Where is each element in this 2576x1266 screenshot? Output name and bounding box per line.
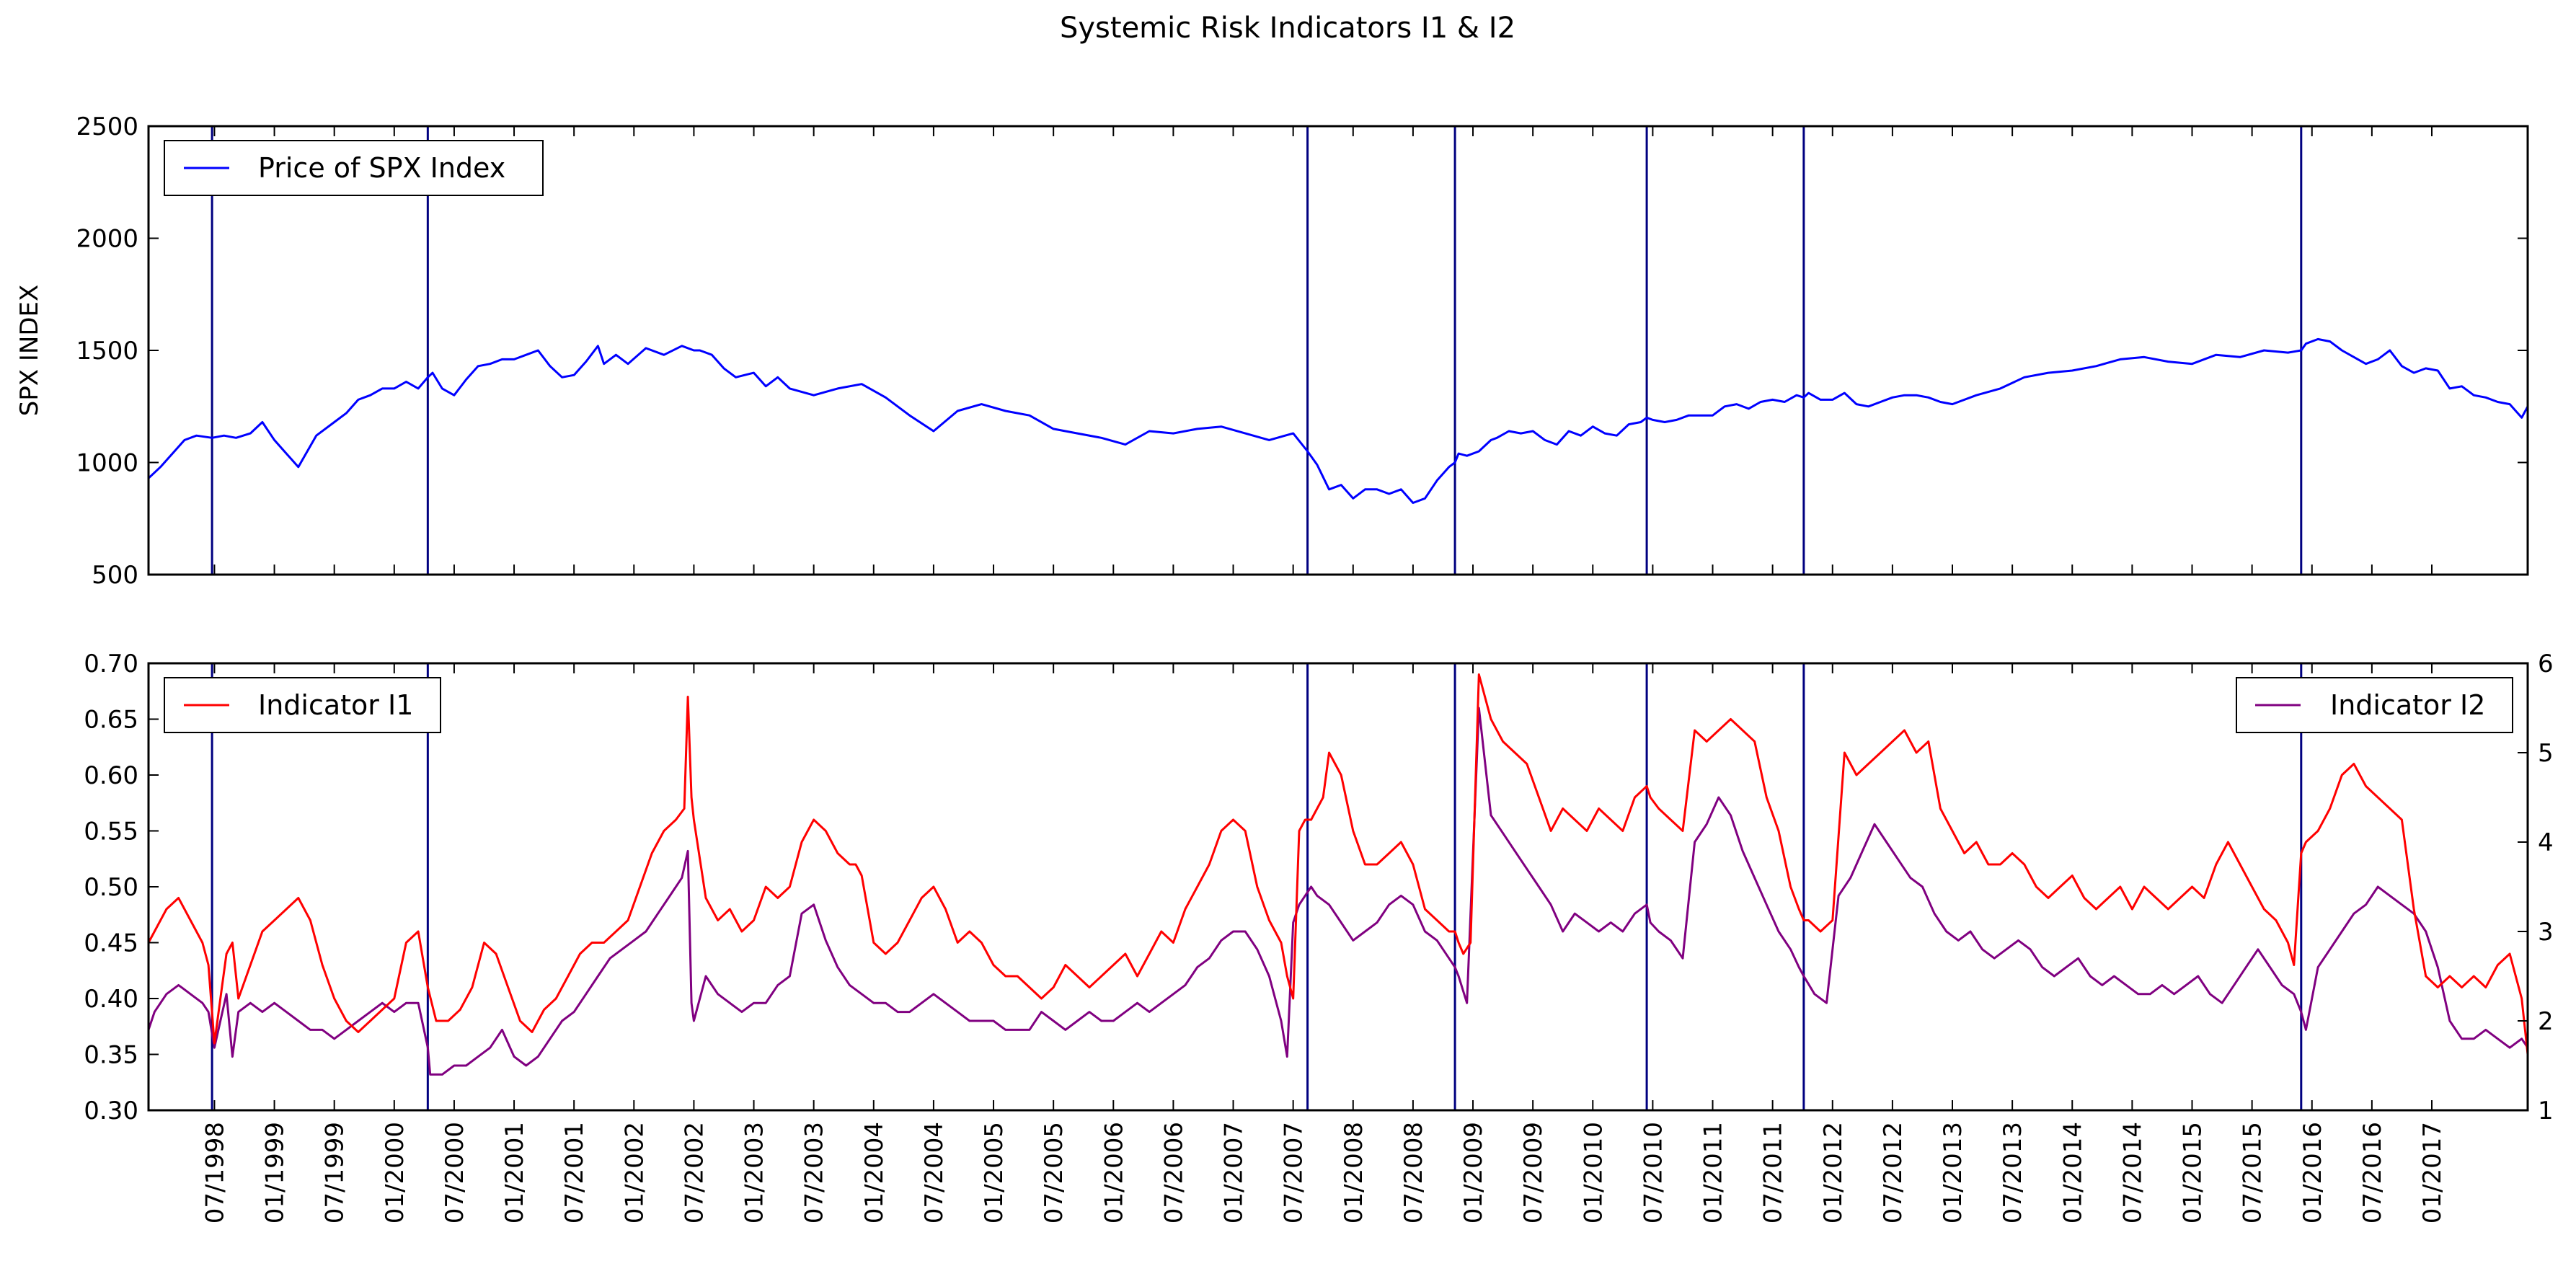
x-tick-label-26: 07/2011 [1759, 1122, 1788, 1223]
left-y-tick-label-1: 0.35 [84, 1041, 138, 1070]
bottom-x-axis: 07/1998 01/1999 07/1999 01/2000 07/2000 01/20… [200, 663, 2447, 1223]
x-tick-label-22: 07/2009 [1519, 1122, 1548, 1223]
bottom-panel-border [147, 662, 2529, 1112]
top-event-lines [211, 126, 2303, 575]
x-tick-label-24: 07/2010 [1639, 1122, 1668, 1223]
x-tick-label-21: 01/2009 [1459, 1122, 1488, 1223]
x-tick-label-7: 01/2002 [620, 1122, 649, 1223]
x-tick-label-33: 01/2015 [2179, 1122, 2208, 1223]
top-y-tick-label-3: 2000 [76, 225, 138, 254]
x-tick-label-29: 01/2013 [1939, 1122, 1968, 1223]
left-y-tick-label-5: 0.55 [84, 818, 138, 846]
series-line-spx [147, 337, 2529, 504]
x-tick-label-16: 07/2006 [1159, 1122, 1188, 1223]
left-y-tick-label-4: 0.50 [84, 873, 138, 902]
x-tick-label-4: 07/2000 [441, 1122, 469, 1223]
x-tick-label-20: 07/2008 [1399, 1122, 1428, 1223]
top-x-ticks [213, 126, 2433, 575]
right-y-tick-label-3: 4 [2538, 828, 2554, 857]
top-y-tick-label-1: 1000 [76, 449, 138, 478]
bottom-left-y-axis: 0.30 0.35 0.40 0.45 0.50 0.55 0.60 0.65 0.70 [84, 650, 159, 1125]
x-tick-label-37: 01/2017 [2418, 1122, 2447, 1223]
right-y-tick-label-5: 6 [2538, 650, 2554, 678]
top-y-tick-label-0: 500 [92, 561, 138, 590]
top-legend: Price of SPX Index [164, 140, 544, 196]
top-panel: 500 1000 1500 2000 2500 SPX INDEX Price of S… [15, 112, 2529, 590]
x-tick-label-0: 07/1998 [200, 1122, 229, 1223]
x-tick-label-30: 07/2013 [1999, 1122, 2027, 1223]
top-y-axis: 500 1000 1500 2000 2500 [76, 112, 2528, 590]
bottom-panel-frame [149, 663, 2528, 1110]
x-tick-label-28: 07/2012 [1879, 1122, 1908, 1223]
top-y-axis-label: SPX INDEX [15, 285, 44, 417]
bottom-right-y-axis: 1 2 3 4 5 6 [2518, 650, 2554, 1125]
bottom-left-legend: Indicator I1 [164, 677, 441, 733]
x-tick-label-8: 07/2002 [680, 1122, 709, 1223]
top-panel-border [147, 125, 2529, 576]
x-tick-label-1: 01/1999 [261, 1122, 290, 1223]
series-line-i2 [147, 707, 2529, 1076]
legend-label-i2: Indicator I2 [2330, 689, 2485, 721]
x-tick-label-23: 01/2010 [1579, 1122, 1608, 1223]
x-tick-label-25: 01/2011 [1699, 1122, 1728, 1223]
left-y-tick-label-6: 0.60 [84, 761, 138, 790]
bottom-right-legend: Indicator I2 [2236, 677, 2513, 733]
right-y-tick-label-2: 3 [2538, 918, 2554, 947]
top-y-tick-label-4: 2500 [76, 112, 138, 141]
x-tick-label-13: 01/2005 [980, 1122, 1009, 1223]
left-y-tick-label-7: 0.65 [84, 706, 138, 735]
left-y-tick-label-2: 0.40 [84, 985, 138, 1014]
series-line-i1 [147, 673, 2529, 1055]
bottom-series-lines [147, 673, 2529, 1076]
x-tick-label-12: 07/2004 [920, 1122, 949, 1223]
right-y-tick-label-1: 2 [2538, 1007, 2554, 1036]
x-tick-label-17: 01/2007 [1220, 1122, 1249, 1223]
x-tick-label-31: 01/2014 [2058, 1122, 2087, 1223]
x-tick-label-27: 01/2012 [1819, 1122, 1848, 1223]
left-y-tick-label-8: 0.70 [84, 650, 138, 678]
x-tick-label-10: 07/2003 [800, 1122, 829, 1223]
x-tick-label-15: 01/2006 [1099, 1122, 1128, 1223]
x-tick-label-18: 07/2007 [1280, 1122, 1309, 1223]
x-tick-label-36: 07/2016 [2358, 1122, 2387, 1223]
right-y-tick-label-0: 1 [2538, 1097, 2554, 1125]
x-tick-label-11: 01/2004 [860, 1122, 889, 1223]
right-y-tick-label-4: 5 [2538, 739, 2554, 768]
x-tick-label-6: 07/2001 [560, 1122, 589, 1223]
x-tick-label-3: 01/2000 [381, 1122, 410, 1223]
top-series-lines [147, 337, 2529, 504]
x-tick-label-34: 07/2015 [2239, 1122, 2267, 1223]
chart-title: Systemic Risk Indicators I1 & I2 [1060, 12, 1515, 45]
x-tick-label-9: 01/2003 [740, 1122, 769, 1223]
left-y-tick-label-0: 0.30 [84, 1097, 138, 1125]
x-tick-label-35: 01/2016 [2298, 1122, 2327, 1223]
x-tick-label-2: 07/1999 [321, 1122, 350, 1223]
x-tick-label-32: 07/2014 [2118, 1122, 2147, 1223]
x-tick-label-19: 01/2008 [1340, 1122, 1368, 1223]
legend-label-spx: Price of SPX Index [258, 152, 505, 184]
top-panel-frame [149, 126, 2528, 575]
x-tick-label-14: 07/2005 [1040, 1122, 1068, 1223]
legend-label-i1: Indicator I1 [258, 689, 413, 721]
x-tick-label-5: 01/2001 [500, 1122, 529, 1223]
left-y-tick-label-3: 0.45 [84, 929, 138, 958]
top-y-tick-label-2: 1500 [76, 337, 138, 366]
bottom-panel: 0.30 0.35 0.40 0.45 0.50 0.55 0.60 0.65 0.70 1 2 3… [84, 650, 2553, 1223]
